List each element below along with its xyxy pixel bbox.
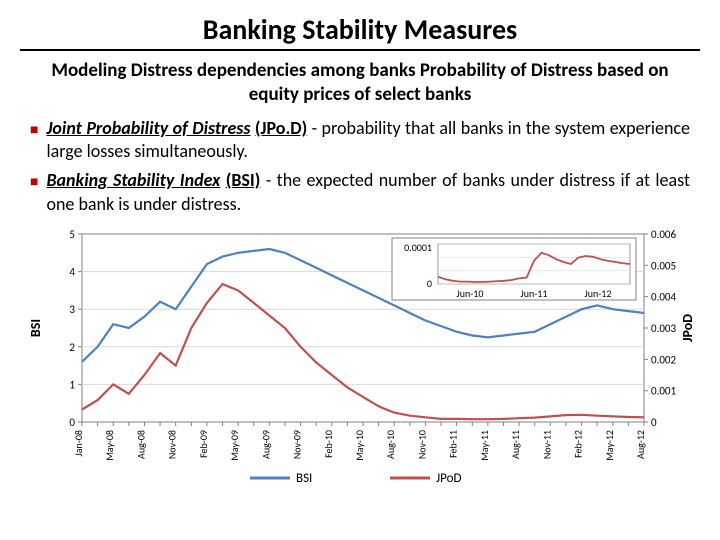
svg-text:Feb-09: Feb-09 — [197, 430, 210, 458]
svg-text:0.004: 0.004 — [651, 291, 677, 304]
svg-text:BSI: BSI — [27, 319, 44, 337]
bullet-list: ■ Joint Probability of Distress (JPo.D) … — [30, 117, 690, 217]
svg-text:2: 2 — [69, 341, 75, 354]
bullet-item: ■ Joint Probability of Distress (JPo.D) … — [30, 117, 690, 164]
svg-text:1: 1 — [69, 378, 75, 391]
svg-text:0.001: 0.001 — [651, 385, 677, 398]
bullet-term: Banking Stability Index — [46, 169, 220, 191]
svg-text:Jun-11: Jun-11 — [521, 287, 548, 300]
svg-text:0: 0 — [427, 277, 432, 290]
svg-text:Aug-12: Aug-12 — [634, 430, 647, 459]
svg-text:Nov-08: Nov-08 — [166, 430, 179, 459]
svg-text:Jun-10: Jun-10 — [457, 287, 484, 300]
main-chart: 0 1 2 3 4 5 0 0.001 0.002 0.003 0.004 0.005 0.006 BSI… — [20, 222, 700, 492]
svg-text:Feb-12: Feb-12 — [572, 430, 585, 458]
page-title: Banking Stability Measures — [20, 12, 700, 47]
svg-text:May-09: May-09 — [228, 430, 241, 461]
svg-text:Aug-08: Aug-08 — [134, 430, 147, 459]
bullet-square-icon: ■ — [30, 121, 38, 164]
svg-text:Aug-11: Aug-11 — [509, 430, 522, 459]
svg-text:0: 0 — [69, 416, 75, 429]
svg-text:0.0001: 0.0001 — [404, 241, 432, 254]
svg-text:0.002: 0.002 — [651, 353, 677, 366]
svg-text:3: 3 — [69, 303, 75, 316]
svg-text:Aug-10: Aug-10 — [384, 430, 397, 459]
bullet-square-icon: ■ — [30, 173, 38, 216]
legend-label: BSI — [296, 471, 312, 486]
svg-text:Nov-09: Nov-09 — [291, 430, 304, 459]
svg-text:May-11: May-11 — [478, 430, 491, 461]
svg-text:0: 0 — [651, 416, 657, 429]
legend-label: JPoD — [436, 471, 461, 486]
svg-text:Jan-08: Jan-08 — [72, 430, 85, 456]
svg-text:May-12: May-12 — [603, 430, 616, 461]
svg-text:Aug-09: Aug-09 — [259, 430, 272, 459]
svg-text:5: 5 — [69, 228, 75, 241]
svg-text:May-10: May-10 — [353, 430, 366, 461]
svg-text:Feb-10: Feb-10 — [322, 430, 335, 458]
title-underline — [20, 49, 700, 51]
svg-text:May-08: May-08 — [103, 430, 116, 461]
svg-text:Nov-11: Nov-11 — [540, 430, 553, 459]
svg-text:Nov-10: Nov-10 — [415, 430, 428, 459]
svg-text:Feb-11: Feb-11 — [447, 430, 460, 458]
subtitle: Modeling Distress dependencies among ban… — [50, 59, 670, 107]
svg-text:0.006: 0.006 — [651, 228, 677, 241]
svg-text:0.003: 0.003 — [651, 322, 677, 335]
svg-text:Jun-12: Jun-12 — [585, 287, 612, 300]
svg-text:0.005: 0.005 — [651, 259, 676, 272]
svg-text:4: 4 — [69, 266, 75, 279]
svg-text:JPoD: JPoD — [679, 314, 696, 342]
bullet-item: ■ Banking Stability Index (BSI) - the ex… — [30, 169, 690, 216]
bullet-term: Joint Probability of Distress — [46, 117, 250, 139]
